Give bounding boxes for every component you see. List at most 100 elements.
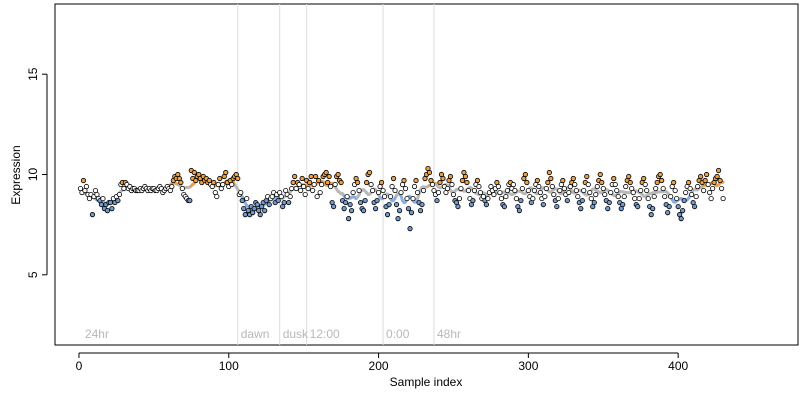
data-point-385 — [654, 179, 660, 186]
data-point-181 — [349, 208, 355, 214]
data-point-309 — [540, 201, 546, 208]
data-point-259 — [465, 187, 472, 194]
data-point-141 — [289, 185, 295, 192]
data-point-293 — [516, 208, 522, 214]
data-point-166 — [326, 173, 332, 180]
data-point-291 — [513, 195, 519, 202]
data-point-205 — [384, 212, 391, 218]
data-point-245 — [444, 185, 451, 192]
data-point-335 — [579, 197, 585, 204]
y-tick-label-2: 15 — [26, 67, 40, 81]
data-point-394 — [668, 193, 674, 200]
data-point-2 — [80, 177, 87, 184]
data-point-201 — [378, 179, 385, 186]
data-point-217 — [402, 185, 409, 192]
data-point-262 — [470, 197, 476, 204]
data-point-419 — [705, 181, 711, 188]
data-point-225 — [414, 189, 421, 196]
data-point-255 — [459, 177, 466, 184]
data-point-67 — [178, 179, 184, 186]
data-point-108 — [239, 197, 245, 204]
data-point-407 — [687, 185, 693, 192]
data-point-383 — [651, 193, 657, 200]
data-point-132 — [275, 197, 281, 204]
data-point-388 — [659, 177, 665, 184]
data-point-329 — [570, 175, 576, 182]
data-point-279 — [495, 183, 502, 190]
data-point-220 — [407, 226, 413, 232]
data-point-179 — [346, 216, 352, 222]
x-tick-label-1: 100 — [219, 359, 239, 373]
data-point-258 — [464, 179, 470, 186]
data-point-216 — [401, 177, 407, 184]
data-point-235 — [429, 181, 436, 188]
data-point-208 — [389, 183, 395, 190]
data-point-369 — [630, 189, 636, 196]
data-point-93 — [217, 175, 223, 182]
data-point-158 — [314, 193, 320, 200]
data-point-21 — [109, 206, 115, 212]
data-point-347 — [597, 171, 603, 178]
data-point-156 — [311, 181, 317, 188]
data-point-178 — [344, 193, 350, 200]
data-point-111 — [244, 195, 250, 202]
data-point-325 — [564, 197, 570, 204]
data-point-345 — [594, 183, 600, 190]
x-tick-label-0: 0 — [76, 359, 83, 373]
annotation-label-2: dusk — [283, 327, 309, 341]
data-point-91 — [214, 193, 220, 200]
data-point-170 — [332, 181, 338, 188]
data-point-266 — [476, 183, 482, 190]
data-point-397 — [672, 187, 678, 194]
data-point-290 — [512, 187, 518, 194]
data-point-305 — [534, 177, 540, 184]
data-point-180 — [347, 201, 353, 208]
data-point-195 — [369, 187, 376, 194]
data-point-410 — [692, 203, 698, 210]
data-point-191 — [363, 179, 370, 186]
data-point-396 — [671, 179, 677, 186]
data-point-185 — [354, 179, 361, 186]
x-tick-label-2: 200 — [369, 359, 389, 373]
data-point-306 — [536, 183, 542, 190]
data-point-26 — [116, 191, 123, 198]
data-point-214 — [398, 189, 404, 196]
data-point-354 — [608, 189, 614, 196]
annotation-label-3: 12:00 — [310, 327, 340, 341]
data-point-148 — [299, 175, 305, 182]
data-point-194 — [368, 181, 374, 188]
data-point-164 — [323, 169, 329, 176]
data-point-172 — [335, 171, 341, 178]
data-point-384 — [653, 185, 659, 192]
data-point-167 — [328, 183, 334, 190]
data-point-312 — [545, 179, 551, 186]
data-point-218 — [404, 195, 410, 202]
data-point-289 — [510, 181, 516, 188]
data-point-165 — [325, 179, 331, 186]
data-point-421 — [708, 195, 714, 202]
data-point-318 — [554, 203, 560, 210]
data-point-233 — [426, 169, 433, 176]
data-point-314 — [548, 175, 554, 182]
data-point-160 — [317, 189, 323, 196]
data-point-224 — [413, 177, 419, 184]
data-point-411 — [693, 193, 699, 200]
data-point-110 — [242, 212, 248, 218]
data-point-242 — [440, 175, 446, 182]
data-point-206 — [386, 201, 392, 208]
data-point-219 — [405, 206, 412, 212]
data-point-366 — [626, 173, 632, 180]
data-point-281 — [498, 195, 504, 202]
data-point-372 — [635, 203, 641, 210]
data-point-198 — [374, 197, 380, 204]
data-point-378 — [644, 187, 650, 194]
data-point-382 — [650, 206, 656, 212]
data-point-303 — [531, 187, 537, 194]
data-point-364 — [623, 183, 629, 190]
data-point-150 — [302, 191, 308, 198]
data-point-363 — [621, 193, 627, 200]
data-point-326 — [566, 189, 572, 196]
data-point-209 — [390, 175, 397, 182]
data-point-134 — [278, 193, 284, 200]
data-point-143 — [292, 173, 298, 180]
